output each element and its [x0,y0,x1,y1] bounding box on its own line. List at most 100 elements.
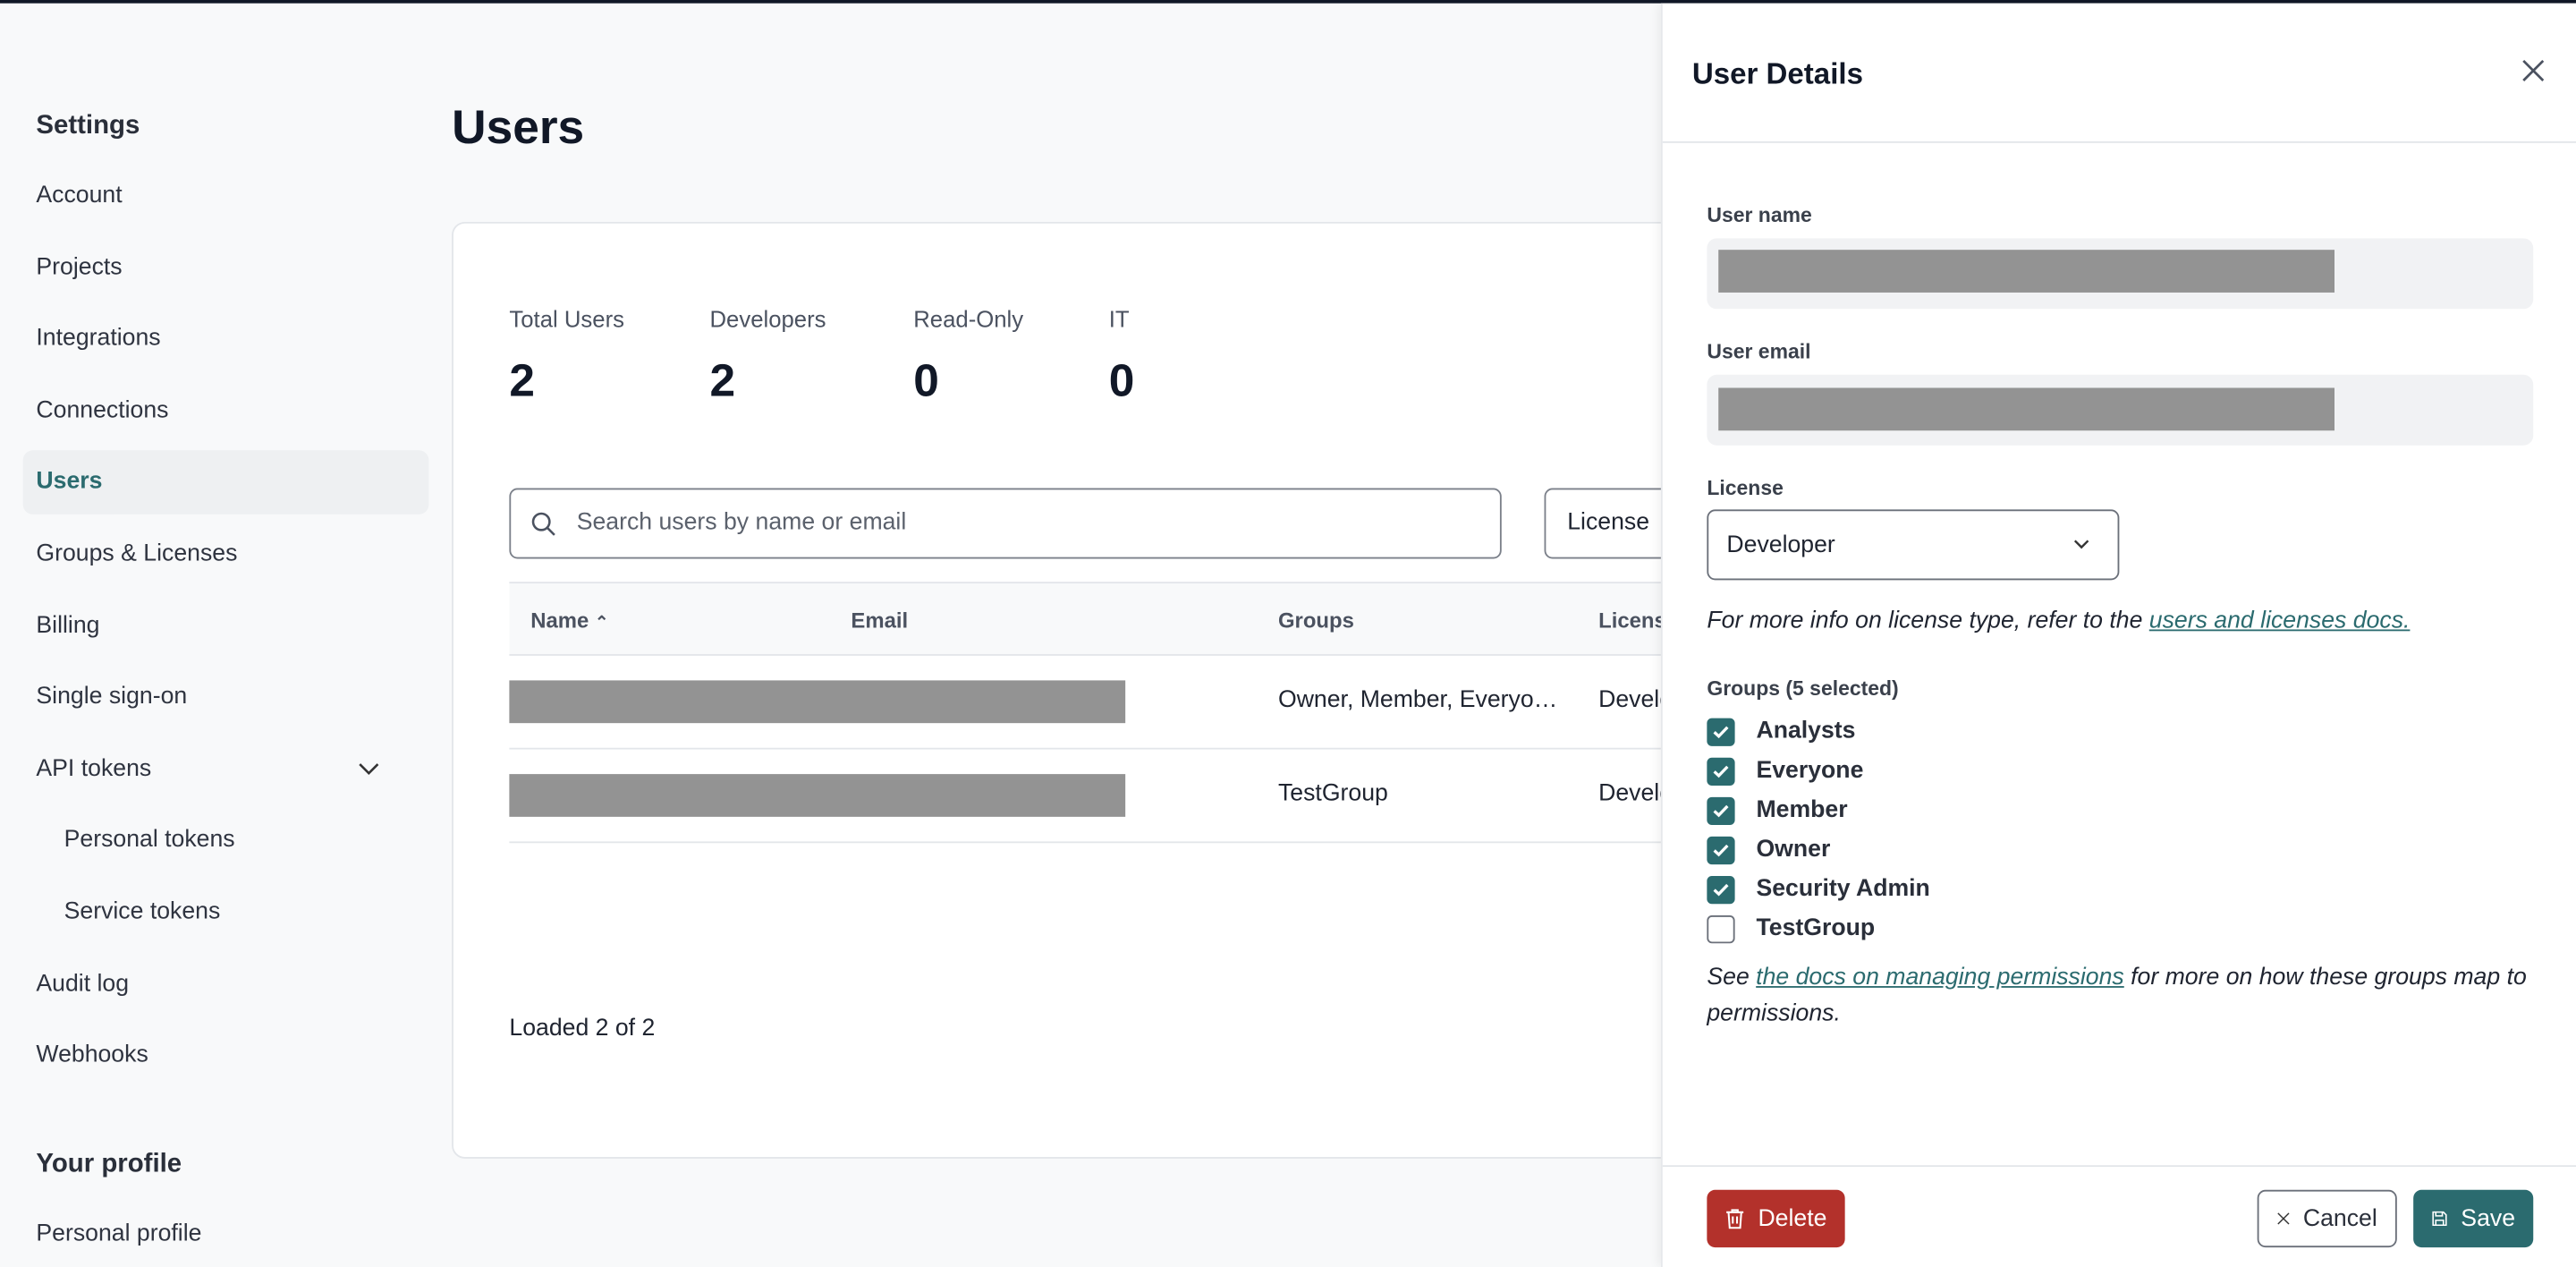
cancel-label: Cancel [2302,1205,2377,1232]
group-checkbox-row[interactable]: Analysts [1707,715,1856,748]
check-icon [1713,764,1729,778]
x-icon [2277,1212,2290,1225]
redacted-user-name [1718,250,2334,293]
search-icon [531,512,555,536]
page-title: Users [452,101,585,155]
sidebar-item-label: Groups & Licenses [36,540,238,567]
sidebar-item-connections[interactable]: Connections [23,379,429,444]
check-icon [1713,883,1729,896]
checkbox[interactable] [1707,914,1735,943]
group-label: Security Admin [1756,875,1930,903]
sidebar-item-label: Users [36,469,103,496]
groups-label: Groups (5 selected) [1707,676,1899,701]
column-email[interactable]: Email [851,608,909,634]
checkbox[interactable] [1707,875,1735,904]
save-icon [2432,1211,2447,1227]
checkbox[interactable] [1707,756,1735,786]
save-label: Save [2461,1205,2516,1232]
stat-label: Developers [709,305,826,333]
column-name[interactable]: Name ⌃ [530,608,608,634]
stat-label: Read-Only [913,305,1024,333]
perm-post: for more on how these groups map to perm… [1707,965,2527,1027]
group-label: TestGroup [1756,915,1876,942]
sidebar-item-label: API tokens [36,755,152,782]
search-placeholder: Search users by name or email [576,509,907,536]
sidebar-item-webhooks[interactable]: Webhooks [23,1025,429,1089]
table-header: Name ⌃ Email Groups License [509,582,1692,656]
sidebar-item-label: Audit log [36,970,130,998]
user-email-label: User email [1707,340,1811,363]
delete-button[interactable]: Delete [1707,1189,1845,1248]
licenses-docs-link[interactable]: users and licenses docs. [2148,608,2411,634]
group-checkbox-row[interactable]: Everyone [1707,754,1863,787]
group-label: Owner [1756,836,1831,863]
sidebar-item-integrations[interactable]: Integrations [23,308,429,372]
check-icon [1713,725,1729,738]
sidebar-item-single-sign-on[interactable]: Single sign-on [23,666,429,730]
column-name-label: Name [530,608,589,634]
stat-label: Total Users [509,305,625,333]
check-icon [1713,843,1729,856]
sidebar-item-account[interactable]: Account [23,165,429,229]
check-icon [1713,804,1729,817]
profile-title: Your profile [36,1150,182,1178]
sidebar-item-label: Connections [36,397,169,424]
sidebar-item-label: Projects [36,253,123,281]
group-checkbox-row[interactable]: TestGroup [1707,912,1875,945]
perm-pre: See [1707,965,1757,991]
redacted-name-email [509,774,1126,817]
chevron-down-icon [359,762,379,775]
sidebar-item-billing[interactable]: Billing [23,594,429,659]
sidebar-item-personal-tokens[interactable]: Personal tokens [23,809,429,873]
sidebar-item-personal-profile[interactable]: Personal profile [36,1220,202,1248]
chevron-down-icon [2073,540,2089,549]
checkbox[interactable] [1707,795,1735,825]
sidebar-item-api-tokens[interactable]: API tokens [23,737,429,802]
license-help-text: For more info on license type, refer to … [1707,608,2149,634]
sidebar-item-audit-log[interactable]: Audit log [23,953,429,1017]
sidebar-item-projects[interactable]: Projects [23,236,429,301]
group-checkbox-row[interactable]: Member [1707,794,1848,827]
row-groups: TestGroup [1277,780,1388,807]
user-name-field[interactable] [1707,238,2534,310]
permissions-docs-link[interactable]: the docs on managing permissions [1756,965,2124,991]
delete-label: Delete [1758,1205,1827,1232]
trash-icon [1726,1209,1744,1229]
cancel-button[interactable]: Cancel [2257,1189,2397,1248]
redacted-name-email [509,680,1126,724]
table-row[interactable]: TestGroup Developer [509,750,1707,844]
sidebar-item-label: Service tokens [64,898,221,926]
search-input[interactable]: Search users by name or email [509,488,1502,559]
license-value: Developer [1726,532,1835,559]
user-email-field[interactable] [1707,374,2534,446]
sidebar-item-label: Account [36,182,123,209]
loaded-count: Loaded 2 of 2 [509,1016,656,1042]
checkbox[interactable] [1707,717,1735,745]
checkbox[interactable] [1707,835,1735,864]
sidebar-item-label: Personal tokens [64,827,235,854]
save-button[interactable]: Save [2413,1189,2534,1248]
column-groups[interactable]: Groups [1277,608,1354,634]
close-icon[interactable] [2521,57,2546,83]
stat-value: 2 [509,354,535,406]
user-name-label: User name [1707,203,1812,227]
sidebar-item-users[interactable]: Users [22,450,429,515]
sidebar-title: Settings [36,111,140,140]
group-checkbox-row[interactable]: Owner [1707,833,1830,866]
permissions-help: See the docs on managing permissions for… [1707,960,2528,1033]
license-label: License [1707,476,1784,500]
stat-value: 0 [1108,354,1135,406]
stat-value: 0 [913,354,939,406]
sidebar-item-label: Integrations [36,326,161,353]
sidebar-item-groups-licenses[interactable]: Groups & Licenses [23,523,429,587]
panel-title: User Details [1691,57,1863,91]
sidebar-item-service-tokens[interactable]: Service tokens [23,880,429,945]
table-row[interactable]: Owner, Member, Everyo… Developer [509,656,1707,750]
sort-asc-icon: ⌃ [594,614,609,634]
license-select[interactable]: Developer [1707,509,2120,581]
redacted-user-email [1718,387,2334,431]
stat-label: IT [1108,305,1130,333]
group-checkbox-row[interactable]: Security Admin [1707,872,1930,906]
row-groups: Owner, Member, Everyo… [1277,686,1558,714]
